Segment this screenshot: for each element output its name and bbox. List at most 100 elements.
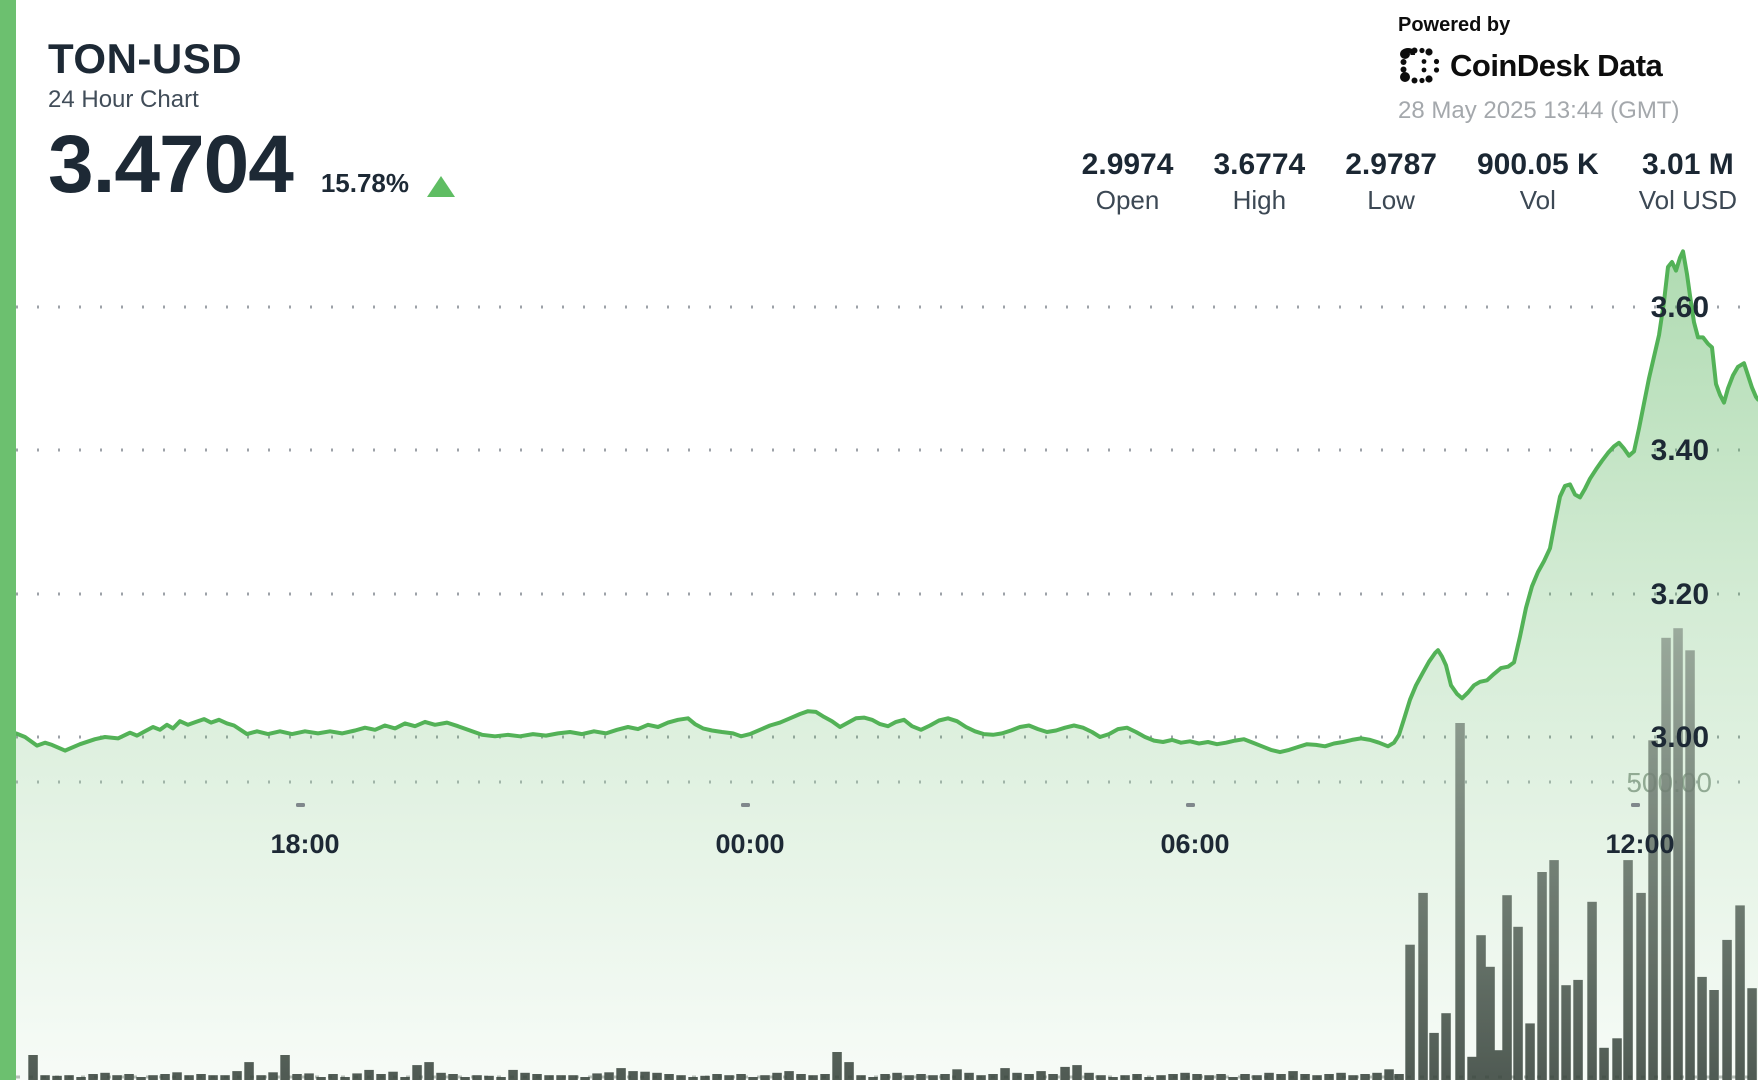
stat-high: 3.6774 High [1213,148,1305,215]
volume-bar [1685,650,1695,1080]
volume-bar [1549,860,1559,1080]
volume-bar [1467,1056,1477,1080]
volume-bar [856,1075,866,1080]
volume-bar [1612,1038,1622,1080]
volume-bar [796,1074,806,1080]
volume-bar [292,1074,302,1080]
volume-bar [568,1075,578,1080]
stat-open-label: Open [1095,185,1160,215]
volume-bar [1324,1074,1334,1080]
price-axis-label-3.00: 3.00 [1651,721,1709,754]
volume-bar [1394,1074,1404,1080]
chart-subtitle: 24 Hour Chart [48,86,199,114]
volume-bar [352,1073,362,1080]
volume-bar [328,1074,338,1080]
volume-bar [424,1062,434,1080]
volume-bar [1673,628,1683,1080]
stat-vol-label: Vol [1519,185,1556,215]
volume-bar [760,1075,770,1080]
volume-bar [784,1071,794,1080]
volume-bar [892,1072,902,1080]
volume-bar [772,1072,782,1080]
volume-bar [1192,1074,1202,1080]
volume-bar [1180,1072,1190,1080]
volume-bar [1120,1075,1130,1080]
volume-bar [1709,990,1719,1080]
volume-bar [640,1071,650,1080]
volume-bar [148,1075,158,1080]
volume-bar [1168,1074,1178,1080]
volume-bar [520,1072,530,1080]
volume-bar [1372,1072,1382,1080]
volume-bar [1587,901,1597,1080]
volume-bar [388,1071,398,1080]
volume-bar [1384,1069,1394,1080]
stat-vol-usd-label: Vol USD [1638,185,1737,215]
volume-bar [124,1074,134,1080]
volume-bar [160,1074,170,1080]
volume-bar [964,1072,974,1080]
stat-low: 2.9787 Low [1345,148,1437,215]
volume-bar [508,1069,518,1080]
volume-bar [1722,939,1732,1080]
price-axis-label-3.60: 3.60 [1651,291,1709,324]
volume-bar [1144,1077,1154,1080]
volume-bar [28,1055,38,1080]
volume-bar [1312,1075,1322,1080]
volume-bar [400,1077,410,1080]
volume-bar [1348,1075,1358,1080]
volume-bar [628,1071,638,1080]
price-axis-label-3.40: 3.40 [1651,434,1709,467]
volume-bar [1455,723,1465,1080]
volume-bar [136,1077,146,1080]
stat-open: 2.9974 Open [1082,148,1174,215]
stat-vol-value: 900.05 K [1476,148,1599,181]
volume-bar [1204,1075,1214,1080]
stat-high-label: High [1232,185,1287,215]
volume-bar [1525,1023,1535,1080]
volume-bars [28,628,1757,1080]
volume-bar [1573,979,1583,1080]
volume-bar [1623,860,1633,1080]
stat-high-value: 3.6774 [1213,148,1306,181]
volume-bar [1561,985,1571,1080]
volume-bar [664,1074,674,1080]
volume-bar [1418,892,1428,1080]
volume-bar [820,1074,830,1080]
volume-bar [196,1074,206,1080]
coindesk-brand-name: CoinDesk Data [1450,48,1663,83]
volume-bar [220,1075,230,1080]
volume-bar [1493,1050,1503,1080]
volume-bar [592,1073,602,1080]
volume-bar [616,1068,626,1080]
volume-bar [1336,1072,1346,1080]
volume-bar [844,1062,854,1080]
chart-timestamp: 28 May 2025 13:44 (GMT) [1398,97,1680,124]
volume-bar [1735,905,1745,1080]
volume-bar [1288,1071,1298,1080]
volume-bar [1096,1075,1106,1080]
price-row: 3.4704 15.78% [48,124,455,206]
volume-bar [652,1072,662,1080]
volume-bar [532,1074,542,1080]
x-axis-label-06:00: 06:00 [1160,829,1229,859]
volume-bar [376,1074,386,1080]
volume-bar [496,1077,506,1080]
price-line [14,249,1758,755]
volume-bar [1441,1013,1451,1080]
volume-bar [208,1075,218,1080]
volume-bar [1228,1077,1238,1080]
volume-bar [1537,872,1547,1080]
up-triangle-icon [427,176,455,198]
volume-bar [460,1077,470,1080]
volume-bar [244,1062,254,1080]
volume-bar [1747,988,1757,1080]
volume-bar [256,1075,266,1080]
volume-bar [1264,1072,1274,1080]
volume-bar [172,1072,182,1080]
stat-low-label: Low [1367,185,1415,215]
volume-bar [1156,1075,1166,1080]
price-area-fill [16,251,1758,1080]
volume-bar [1060,1066,1070,1080]
